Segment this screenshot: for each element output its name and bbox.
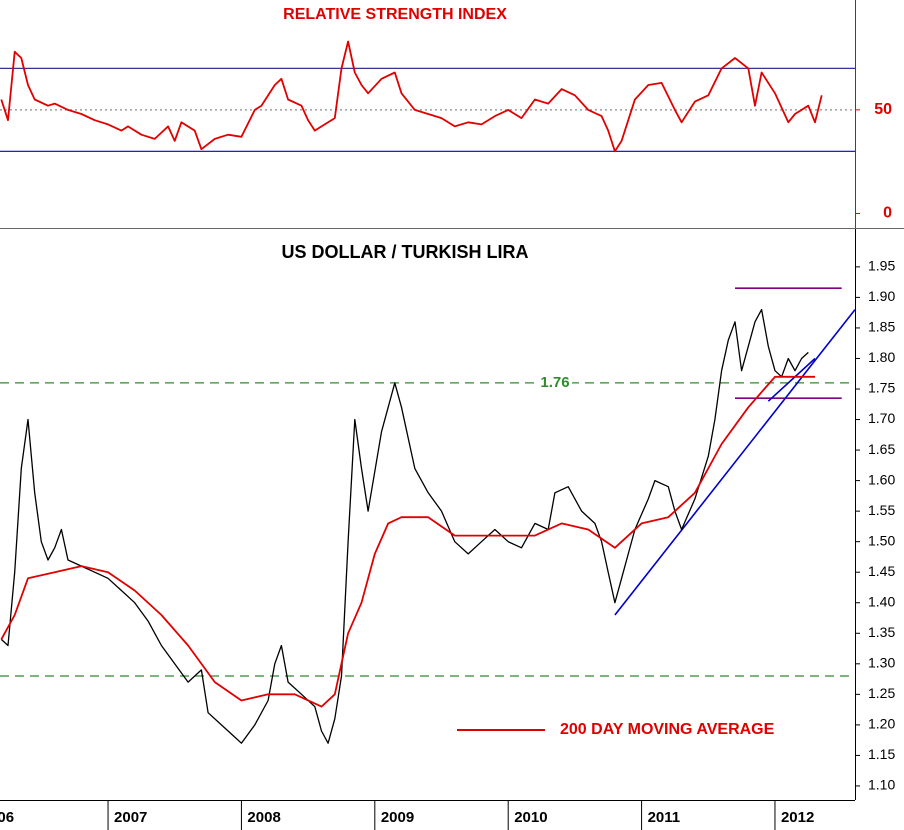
x-tick-label: 2008 [247,809,280,826]
y-tick-label: 1.75 [868,380,895,396]
y-tick-label: 1.15 [868,746,895,762]
series-line [0,375,815,708]
y-tick-label: 1.60 [868,471,895,487]
y-tick-label: 1.65 [868,441,895,457]
chart-title: US DOLLAR / TURKISH LIRA [282,242,529,262]
y-tick-label: 1.85 [868,319,895,335]
x-tick-label: 2009 [381,809,414,826]
x-tick-label: 2011 [648,809,681,826]
y-tick-label: 1.40 [868,593,895,609]
y-tick-label: 1.30 [868,655,895,671]
level-label: 1.76 [540,374,569,391]
series-line [0,40,823,153]
series-line [0,308,809,744]
legend-label: 200 DAY MOVING AVERAGE [560,721,775,738]
x-tick-label: 2007 [114,809,147,826]
y-tick-label: 1.45 [868,563,895,579]
x-tick-label: 2010 [514,809,547,826]
y-tick-label: 1.20 [868,716,895,732]
y-tick-label: 1.10 [868,777,895,793]
y-tick-label: 0 [883,205,892,222]
y-tick-label: 1.70 [868,410,895,426]
y-tick-label: 1.95 [868,258,895,274]
trend-line [767,357,816,402]
y-tick-label: 1.80 [868,349,895,365]
y-tick-label: 1.90 [868,288,895,304]
y-tick-label: 1.50 [868,532,895,548]
y-tick-label: 1.25 [868,685,895,701]
x-tick-label: 2012 [781,809,814,826]
y-tick-label: 1.35 [868,624,895,640]
trend-line [614,309,856,616]
y-tick-label: 50 [874,101,892,118]
rsi-title: RELATIVE STRENGTH INDEX [283,6,507,23]
y-tick-label: 1.55 [868,502,895,518]
x-tick-label: 2006 [0,809,14,826]
